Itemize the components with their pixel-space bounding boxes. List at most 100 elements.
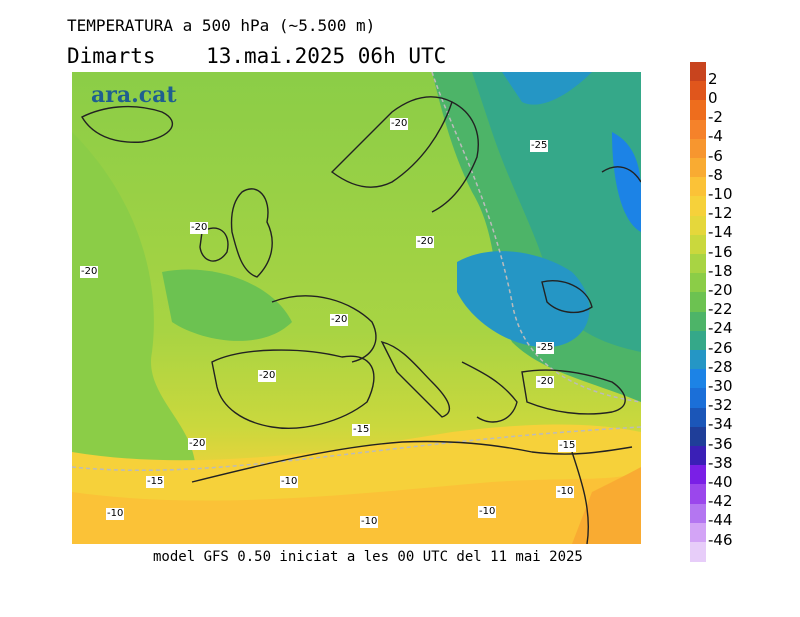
chart-subtitle: Dimarts 13.mai.2025 06h UTC <box>67 44 447 68</box>
contour-label: -20 <box>258 370 277 382</box>
legend-swatch <box>690 138 706 159</box>
coast-italy <box>380 340 451 418</box>
field-zone-hot <box>572 467 641 544</box>
legend-swatch <box>690 254 706 274</box>
contour-label: -20 <box>190 222 209 234</box>
legend-label: -8 <box>708 165 723 184</box>
legend-swatch <box>690 196 706 217</box>
legend-label: -6 <box>708 146 723 165</box>
legend-swatch <box>690 542 706 562</box>
legend-label: -4 <box>708 127 723 146</box>
contour-label: -10 <box>106 508 125 520</box>
legend-label: -32 <box>708 396 733 415</box>
contour-label: -15 <box>146 476 165 488</box>
contour-label: -15 <box>352 424 371 436</box>
legend-label: -38 <box>708 453 733 472</box>
contour-label: -25 <box>530 140 549 152</box>
coast-turkey <box>521 369 626 415</box>
coast-france <box>271 295 377 363</box>
color-scale-legend: 2 0 -2 -4 -6 -8 -10 -12 -14 -16 -18 -20 -22 -24 -26 -28… <box>690 62 800 562</box>
legend-swatch <box>690 330 706 351</box>
legend-label: -36 <box>708 434 733 453</box>
legend-swatch <box>690 426 706 447</box>
coast-nile <box>571 451 590 544</box>
legend-swatch <box>690 62 706 82</box>
brand-logo: ara.cat <box>91 82 177 108</box>
legend-label: -28 <box>708 357 733 376</box>
legend-label: -2 <box>708 108 723 127</box>
legend-swatch <box>690 215 706 236</box>
temperature-map: ara.cat -20 -25 -20 -20 -20 -20 -25 -20 … <box>72 72 641 544</box>
legend-label: -20 <box>708 280 733 299</box>
coast-finland <box>431 101 479 213</box>
legend-swatch <box>690 81 706 101</box>
contour-label: -20 <box>330 314 349 326</box>
legend-swatch <box>690 369 706 389</box>
field-zone-atlantic <box>162 269 292 341</box>
chart-title: TEMPERATURA a 500 hPa (~5.500 m) <box>67 16 376 35</box>
contour-label: -10 <box>360 516 379 528</box>
contour-label: -20 <box>80 266 99 278</box>
contour-label: -10 <box>280 476 299 488</box>
legend-label: -10 <box>708 184 733 203</box>
contour-label: -20 <box>188 438 207 450</box>
contour-line-25 <box>431 72 641 403</box>
contour-label: -20 <box>416 236 435 248</box>
legend-label: -24 <box>708 319 733 338</box>
legend-label: -18 <box>708 261 733 280</box>
coast-black-sea <box>541 280 593 314</box>
field-zone-sahara <box>72 472 641 544</box>
legend-label: -30 <box>708 376 733 395</box>
contour-line-15 <box>72 426 641 472</box>
contour-label: -10 <box>556 486 575 498</box>
coast-ireland <box>199 227 229 262</box>
legend-label: 0 <box>708 88 718 107</box>
legend-swatch <box>690 177 706 197</box>
field-zone-core-north <box>502 72 592 105</box>
coast-iceland <box>81 105 174 143</box>
contour-label: -20 <box>390 118 409 130</box>
coast-britain <box>230 188 273 278</box>
legend-label: -42 <box>708 492 733 511</box>
legend-label: -12 <box>708 204 733 223</box>
legend-label: -46 <box>708 530 733 549</box>
legend-label: -44 <box>708 511 733 530</box>
field-zone-core-east <box>457 251 590 348</box>
legend-label: -16 <box>708 242 733 261</box>
legend-swatch <box>690 465 706 485</box>
legend-label: -22 <box>708 300 733 319</box>
coastlines <box>81 96 641 544</box>
coast-north-africa <box>191 440 633 483</box>
legend-swatch <box>690 311 706 332</box>
legend-swatch <box>690 119 706 140</box>
coast-white-sea <box>601 166 641 183</box>
coast-greece <box>461 361 518 423</box>
legend-label: 2 <box>708 69 718 88</box>
legend-swatch <box>690 407 706 428</box>
legend-swatch <box>690 350 706 370</box>
legend-swatch <box>690 292 706 313</box>
legend-swatch <box>690 388 706 409</box>
field-zone-cold <box>472 72 641 352</box>
legend-swatch <box>690 234 706 255</box>
legend-swatch <box>690 446 706 466</box>
legend-swatch <box>690 100 706 121</box>
legend-label: -26 <box>708 338 733 357</box>
legend-label: -34 <box>708 415 733 434</box>
legend-swatch <box>690 273 706 293</box>
legend-label: -14 <box>708 223 733 242</box>
contour-label: -10 <box>478 506 497 518</box>
contour-label: -15 <box>558 440 577 452</box>
coast-iberia <box>211 349 375 429</box>
field-zone-core-far-east <box>612 132 641 232</box>
map-canvas <box>72 72 641 544</box>
legend-swatch <box>690 158 706 178</box>
legend-label: -40 <box>708 472 733 491</box>
model-caption: model GFS 0.50 iniciat a les 00 UTC del … <box>153 549 583 565</box>
contour-label: -20 <box>536 376 555 388</box>
contour-label: -25 <box>536 342 555 354</box>
legend-swatch <box>690 484 706 505</box>
legend-swatch <box>690 522 706 543</box>
legend-swatch <box>690 503 706 524</box>
field-zone-west <box>72 132 196 492</box>
